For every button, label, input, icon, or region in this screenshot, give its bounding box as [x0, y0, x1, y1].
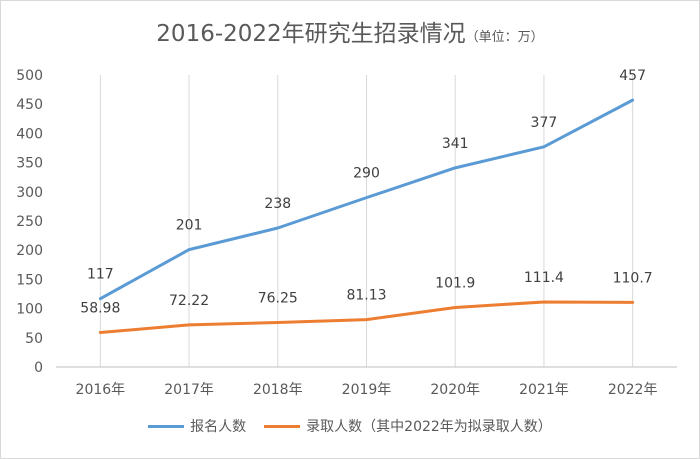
data-label: 81.13	[346, 288, 386, 304]
data-label: 377	[531, 115, 558, 131]
y-tick-label: 0	[34, 360, 43, 376]
y-tick-label: 350	[16, 156, 43, 172]
y-tick-label: 200	[16, 243, 43, 259]
legend-label-admitted: 录取人数（其中2022年为拟录取人数）	[306, 419, 552, 435]
data-label: 290	[353, 166, 380, 182]
x-tick-label: 2017年	[164, 382, 214, 398]
legend-swatch-admitted	[264, 424, 301, 428]
data-label: 110.7	[613, 270, 653, 286]
x-tick-label: 2020年	[430, 382, 480, 398]
data-label: 341	[442, 136, 469, 152]
x-tick-label: 2022年	[608, 382, 658, 398]
series-line-applicants	[98, 98, 635, 301]
data-label: 117	[87, 267, 114, 283]
data-label: 101.9	[435, 275, 475, 291]
chart-title-main: 2016-2022年研究生招录情况	[156, 21, 466, 47]
y-tick-label: 250	[16, 214, 43, 230]
x-tick-label: 2018年	[253, 382, 303, 398]
data-label: 238	[264, 196, 291, 212]
y-tick-label: 100	[16, 302, 43, 318]
y-tick-label: 500	[16, 68, 43, 84]
data-label: 76.25	[258, 290, 298, 306]
data-label: 201	[176, 218, 203, 234]
x-tick-label: 2021年	[519, 382, 569, 398]
chart-title-unit: （单位：万）	[465, 30, 544, 45]
y-tick-label: 50	[25, 331, 43, 347]
series-line-admitted	[98, 300, 635, 335]
legend-swatch-applicants	[148, 424, 185, 428]
x-tick-label: 2019年	[342, 382, 392, 398]
legend-label-applicants: 报名人数	[190, 419, 247, 435]
chart-legend: 报名人数 录取人数（其中2022年为拟录取人数）	[0, 416, 700, 436]
data-label: 72.22	[169, 293, 209, 309]
legend-item-applicants: 报名人数	[148, 416, 246, 436]
y-tick-label: 150	[16, 272, 43, 288]
data-label: 58.98	[80, 301, 120, 317]
chart-title: 2016-2022年研究生招录情况（单位：万）	[0, 14, 700, 48]
y-tick-label: 450	[16, 97, 43, 113]
y-tick-label: 400	[16, 126, 43, 142]
data-label: 111.4	[524, 270, 564, 286]
data-label: 457	[619, 68, 646, 84]
x-tick-label: 2016年	[76, 382, 126, 398]
y-tick-label: 300	[16, 185, 43, 201]
legend-item-admitted: 录取人数（其中2022年为拟录取人数）	[264, 416, 552, 436]
